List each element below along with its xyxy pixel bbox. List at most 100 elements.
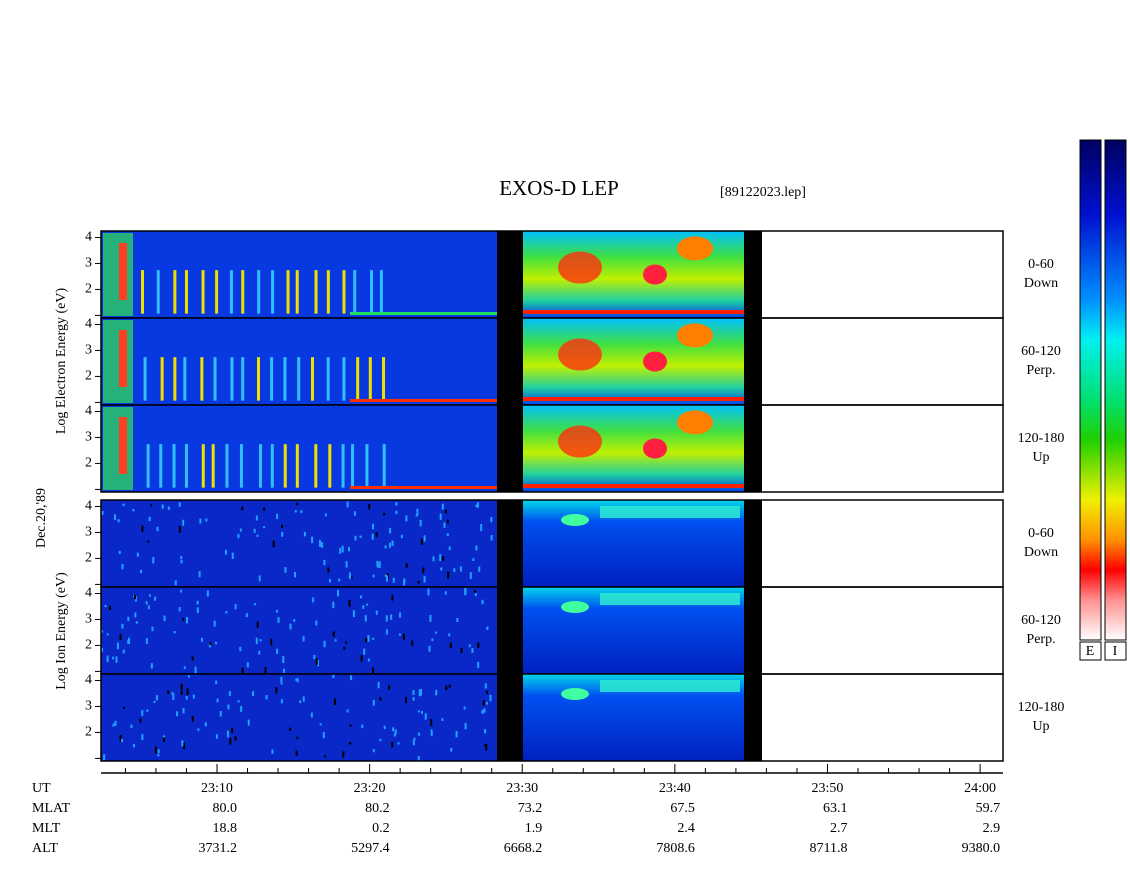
spectrogram-noise <box>423 575 426 583</box>
spectrogram-noise <box>383 512 386 516</box>
data-gap <box>744 587 762 674</box>
y-tick-label: 3 <box>85 525 92 540</box>
spectrogram-noise <box>237 533 240 539</box>
spectrogram-stripe <box>211 444 215 488</box>
spectrogram-noise <box>198 571 201 578</box>
spectrogram-noise <box>312 597 315 603</box>
spectrogram-burst <box>119 330 127 387</box>
spectrogram-noise <box>296 502 299 506</box>
spectrogram-noise <box>226 730 229 738</box>
spectrogram-noise <box>276 513 279 520</box>
spectrogram-noise <box>121 563 124 570</box>
spectrogram-noise <box>282 656 285 663</box>
spectrogram-noise <box>428 645 431 652</box>
spectrogram-noise <box>121 623 124 629</box>
orbit-value: 7808.6 <box>656 841 695 856</box>
orbit-value: 2.7 <box>830 821 848 836</box>
spectrogram-noise <box>342 751 345 758</box>
spectrogram-noise <box>295 750 298 756</box>
spectrogram-noise <box>431 638 434 641</box>
data-gap <box>744 405 762 492</box>
spectrogram-noise <box>399 612 402 618</box>
spectrogram-bg <box>101 500 497 587</box>
spectrogram-noise <box>167 690 170 694</box>
spectrogram-noise <box>372 667 375 674</box>
data-gap <box>497 405 523 492</box>
data-gap <box>497 231 523 318</box>
orbit-value: 8711.8 <box>809 841 847 856</box>
x-tick-label: 24:00 <box>964 781 996 796</box>
spectrogram-noise <box>384 545 387 549</box>
orbit-value: 67.5 <box>670 801 695 816</box>
spectrogram-noise <box>213 620 216 627</box>
spectrogram-stripe <box>295 270 299 314</box>
spectrogram-stripe <box>328 444 332 488</box>
spectrogram-noise <box>293 619 296 622</box>
spectrogram-noise <box>122 706 125 709</box>
spectrogram-noise <box>455 730 458 738</box>
spectrogram-noise <box>352 610 355 618</box>
spectrogram-noise <box>209 642 212 646</box>
spectrogram-noise <box>478 566 481 572</box>
spectrogram-stripe <box>382 444 386 488</box>
spectrogram-noise <box>315 658 318 666</box>
y-tick-label: 4 <box>85 586 92 601</box>
spectrogram-noise <box>395 510 398 515</box>
spectrogram-noise <box>246 662 249 668</box>
spectrogram-noise <box>302 636 305 642</box>
spectrogram-noise <box>106 655 109 663</box>
spectrogram-band <box>350 312 497 315</box>
spectrogram-noise <box>474 593 477 596</box>
spectrogram-noise <box>132 508 135 512</box>
spectrogram-noise <box>440 567 443 571</box>
spectrogram-noise <box>118 550 121 555</box>
spectrogram-noise <box>384 574 387 577</box>
spectrogram-noise <box>385 629 388 635</box>
ion-axis-label: Log Ion Energy (eV) <box>54 572 69 690</box>
spectrogram-noise <box>418 689 421 697</box>
spectrogram-noise <box>420 711 423 714</box>
spectrogram-noise <box>276 648 279 655</box>
spectrogram-noise <box>392 727 395 732</box>
spectrogram-noise <box>315 620 318 626</box>
spectrogram-noise <box>104 604 107 608</box>
spectrogram-noise <box>185 617 188 624</box>
spectrogram-noise <box>412 739 415 746</box>
spectrogram-noise <box>191 715 194 722</box>
spectrogram-noise <box>280 682 283 685</box>
spectrogram-noise <box>270 638 273 646</box>
orbit-value: 1.9 <box>525 821 543 836</box>
spectrogram-noise <box>460 647 463 654</box>
spectrogram-noise <box>393 733 396 737</box>
spectrogram-noise <box>435 689 438 696</box>
spectrogram-noise <box>310 712 313 718</box>
electron-axis-label: Log Electron Energy (eV) <box>54 288 69 435</box>
spectrogram-noise <box>237 700 240 703</box>
spectrogram-noise <box>446 519 449 524</box>
spectrogram-noise <box>477 661 480 668</box>
spectrogram-noise <box>134 612 137 618</box>
orbit-value: 80.0 <box>212 801 237 816</box>
colorbar-label-box <box>1079 641 1102 661</box>
spectrogram-noise <box>150 504 153 507</box>
spectrogram-noise <box>377 681 380 689</box>
panel-direction: Down <box>1024 545 1058 560</box>
spectrogram-noise <box>178 525 181 533</box>
data-gap <box>744 674 762 761</box>
spectrogram-noise <box>145 638 148 644</box>
spectrogram-band <box>350 399 497 402</box>
spectrogram-noise <box>119 734 122 742</box>
orbit-value: 0.2 <box>372 821 390 836</box>
spectrogram-stripe <box>342 357 346 401</box>
spectrogram-noise <box>474 590 477 593</box>
y-tick-label: 4 <box>85 673 92 688</box>
spectrogram-noise <box>456 618 459 622</box>
panel-range: 0-60 <box>1028 526 1054 541</box>
spectrogram-hot <box>677 410 713 435</box>
spectrogram-bg <box>101 231 497 318</box>
spectrogram-noise <box>172 693 175 700</box>
spectrogram-noise <box>145 601 148 605</box>
spectrogram-noise <box>375 532 378 538</box>
spectrogram-noise <box>300 510 303 514</box>
